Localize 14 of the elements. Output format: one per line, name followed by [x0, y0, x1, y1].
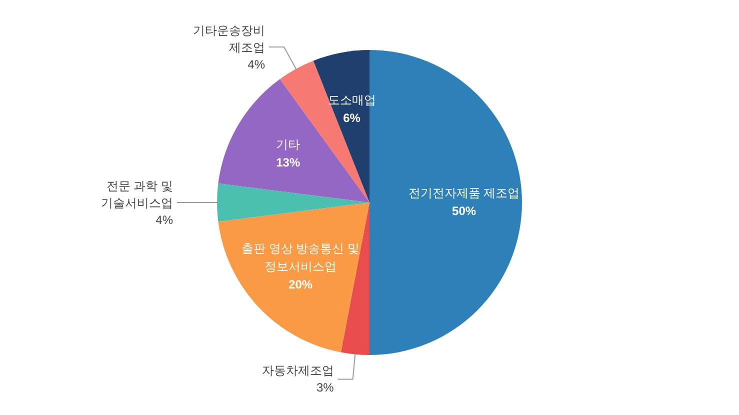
- slice-label: 기타: [276, 138, 300, 152]
- data-label: 20%: [288, 278, 313, 292]
- data-label: 50%: [452, 204, 476, 218]
- data-label: 6%: [343, 110, 361, 125]
- slice-label: 자동차제조업: [262, 364, 334, 378]
- slice-label: 기타운송장비 제조업: [192, 23, 265, 54]
- data-label: 4%: [156, 212, 174, 227]
- data-label: 13%: [276, 156, 300, 170]
- slice-label: 전기전자제품 제조업: [408, 186, 520, 200]
- slice-label: 전문 과학 및 기술서비스업: [101, 178, 173, 210]
- slice-label: 도소매업: [328, 92, 376, 107]
- data-label: 3%: [316, 380, 334, 395]
- slice-label: 출판 영상 방송통신 및 정보서비스업: [242, 242, 360, 274]
- data-label: 4%: [248, 57, 266, 72]
